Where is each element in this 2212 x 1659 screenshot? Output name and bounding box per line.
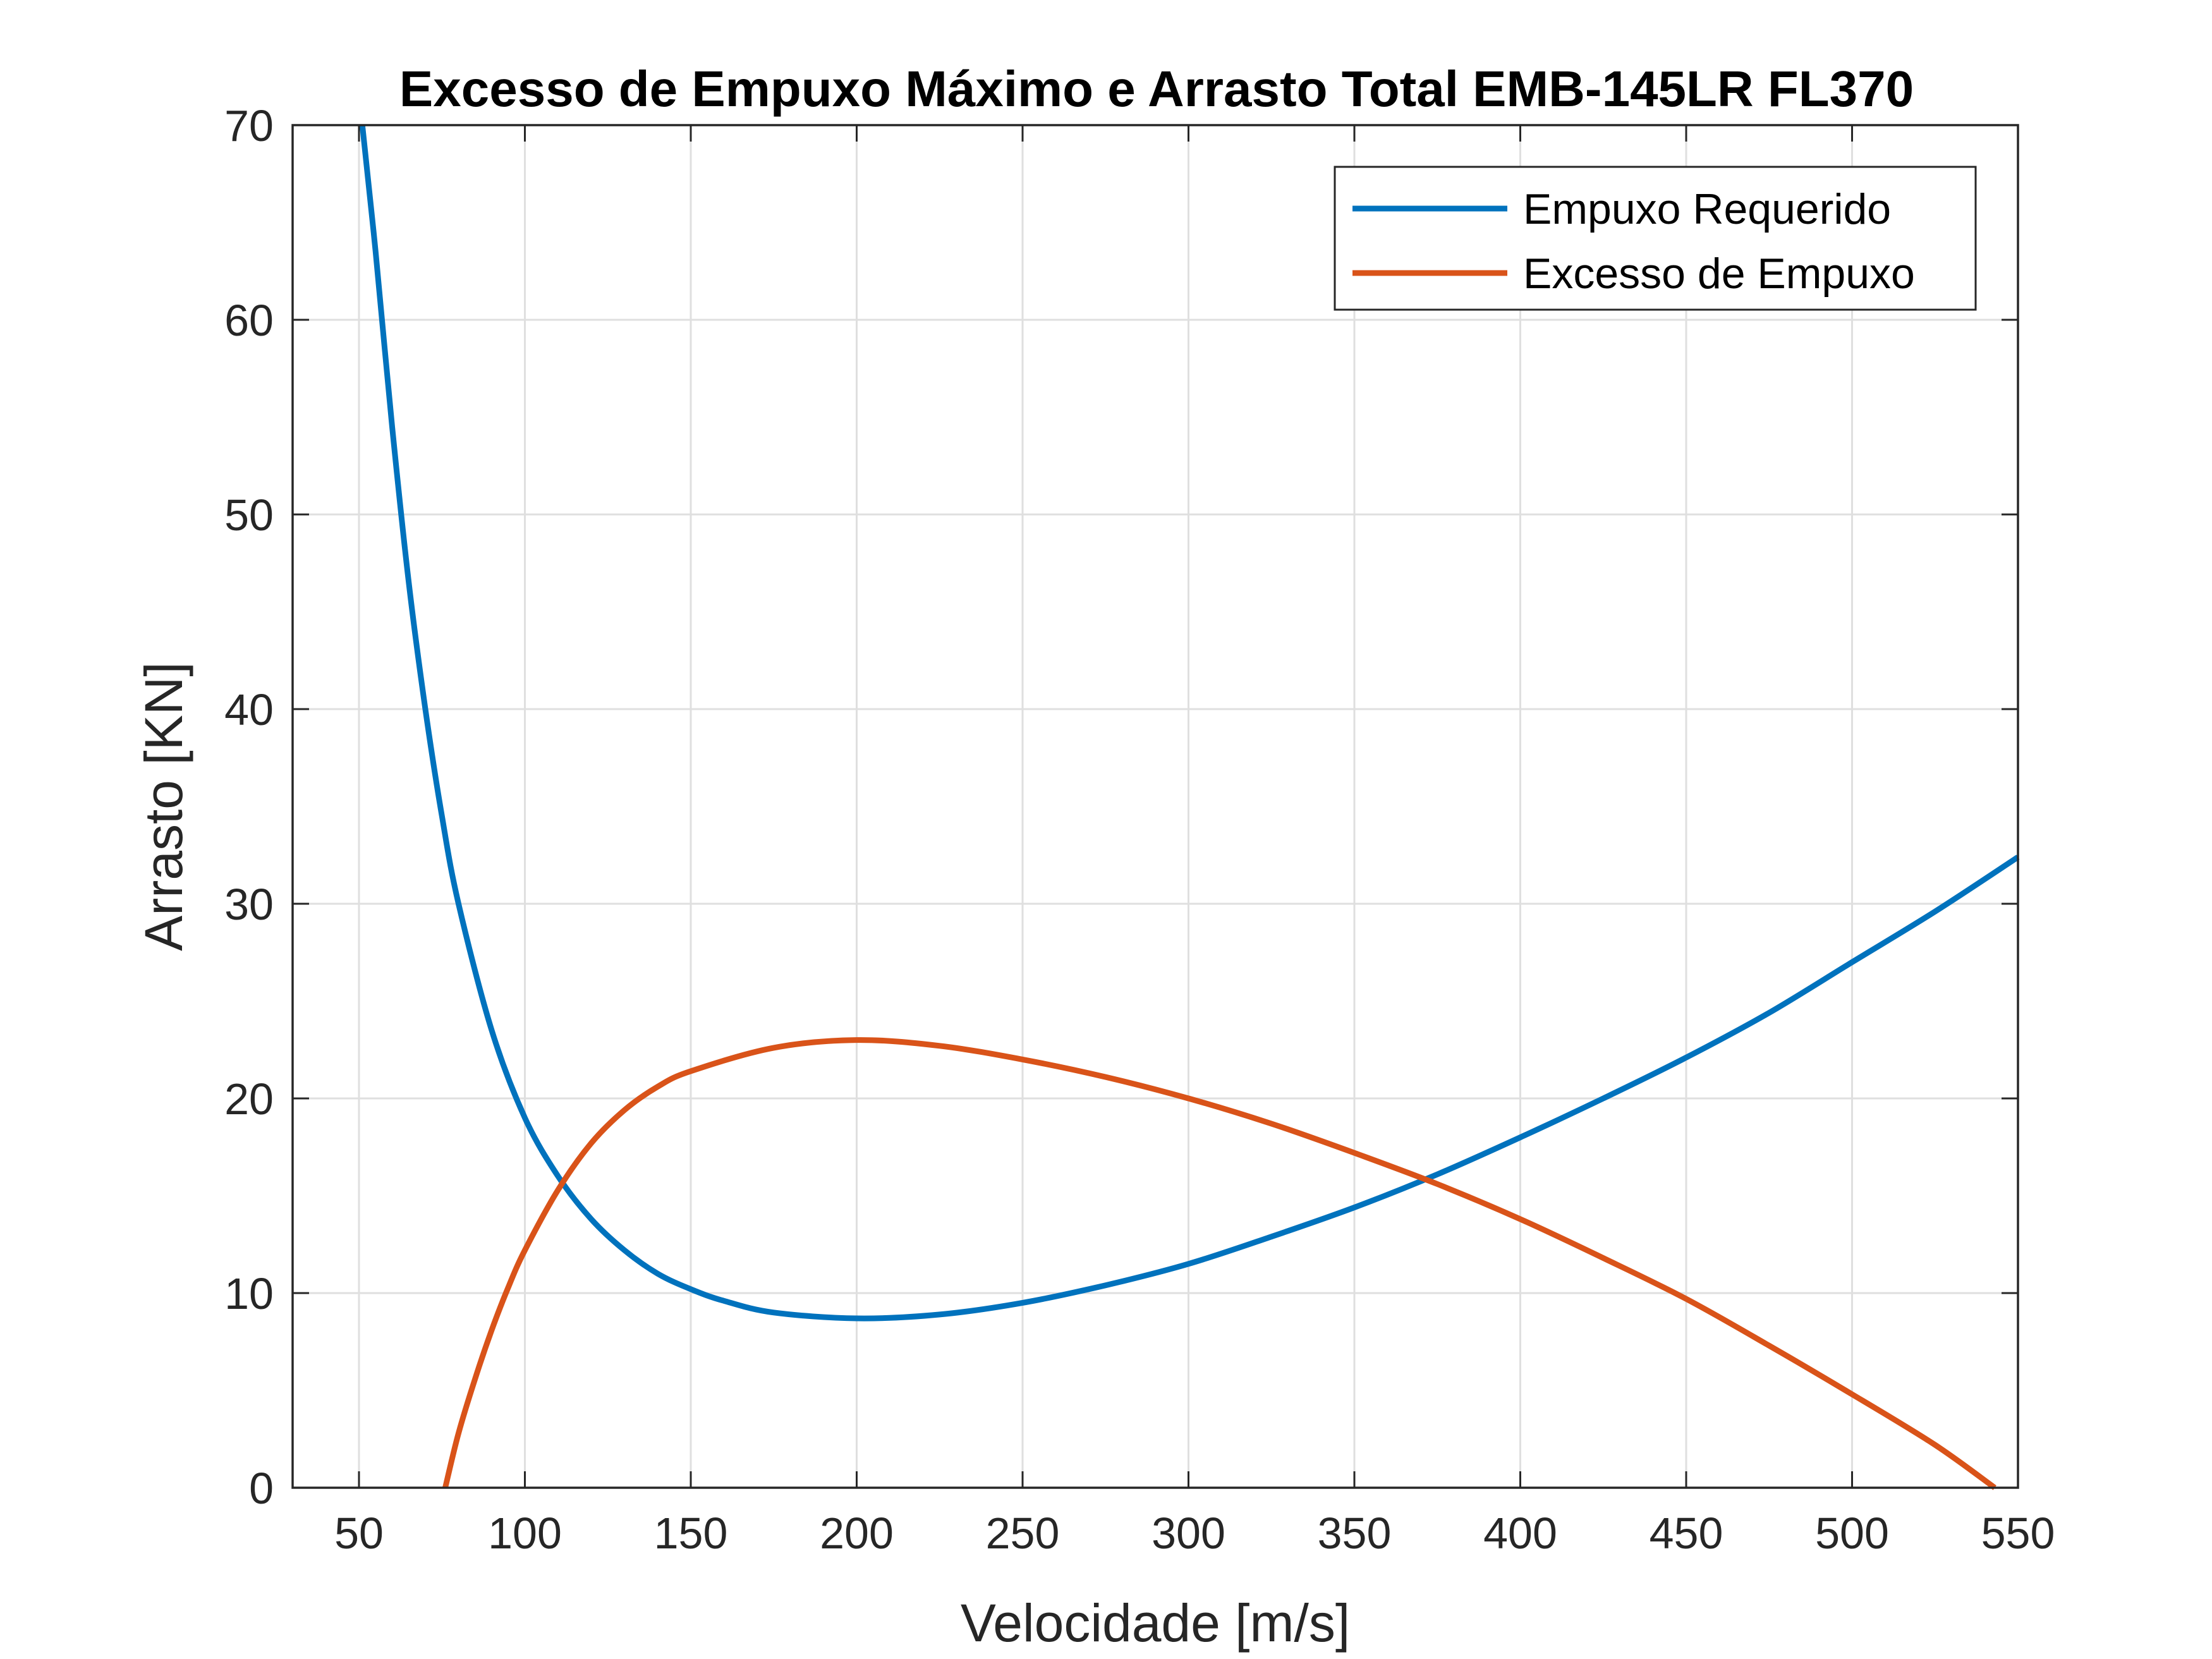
y-tick-label: 60 (224, 296, 274, 345)
series-line-empuxo-requerido (359, 125, 2020, 1322)
x-tick-label: 450 (1650, 1509, 1723, 1558)
x-tick-label: 400 (1483, 1509, 1557, 1558)
y-tick-label: 0 (249, 1464, 274, 1513)
legend-label-empuxo-requerido: Empuxo Requerido (1523, 185, 1891, 233)
legend-box (1334, 166, 1977, 311)
x-axis-label: Velocidade [m/s] (961, 1593, 1350, 1653)
y-tick-label: 20 (224, 1074, 274, 1124)
axis-ticks (293, 124, 2019, 1489)
plot-area (359, 125, 2020, 1490)
legend: Empuxo Requerido Excesso de Empuxo (1334, 166, 1977, 311)
x-tick-label: 50 (334, 1509, 384, 1558)
x-tick-label: 200 (820, 1509, 894, 1558)
x-tick-label: 500 (1815, 1509, 1889, 1558)
chart-title: Excesso de Empuxo Máximo e Arrasto Total… (399, 61, 1914, 117)
axes-box (291, 124, 2019, 1489)
y-tick-label: 30 (224, 880, 274, 929)
y-axis-label: Arrasto [KN] (134, 662, 193, 951)
y-tick-label: 70 (224, 101, 274, 150)
y-tick-label: 50 (224, 490, 274, 540)
x-tick-label: 350 (1318, 1509, 1392, 1558)
legend-label-excesso-de-empuxo: Excesso de Empuxo (1523, 250, 1915, 298)
x-tick-label: 550 (1981, 1509, 2055, 1558)
x-tick-label: 300 (1152, 1509, 1225, 1558)
series-line-excesso-de-empuxo (442, 1037, 1996, 1490)
y-tick-label: 10 (224, 1269, 274, 1318)
tick-labels: 50 100 150 200 250 300 350 400 450 500 550 0 10 20 30 4… (224, 101, 2055, 1558)
x-tick-label: 150 (654, 1509, 728, 1558)
x-tick-label: 100 (488, 1509, 562, 1558)
y-tick-label: 40 (224, 685, 274, 734)
x-tick-label: 250 (986, 1509, 1060, 1558)
